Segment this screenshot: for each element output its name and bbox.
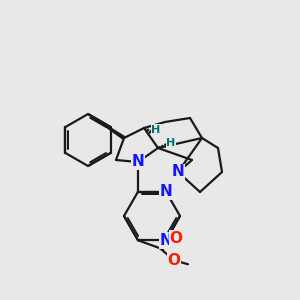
Text: O: O — [167, 253, 181, 268]
Text: H: H — [152, 125, 160, 135]
Polygon shape — [88, 114, 125, 139]
Text: N: N — [160, 233, 172, 248]
Text: N: N — [160, 184, 172, 199]
Text: O: O — [169, 231, 182, 246]
Text: H: H — [167, 138, 176, 148]
Text: N: N — [172, 164, 184, 179]
Text: N: N — [132, 154, 144, 169]
